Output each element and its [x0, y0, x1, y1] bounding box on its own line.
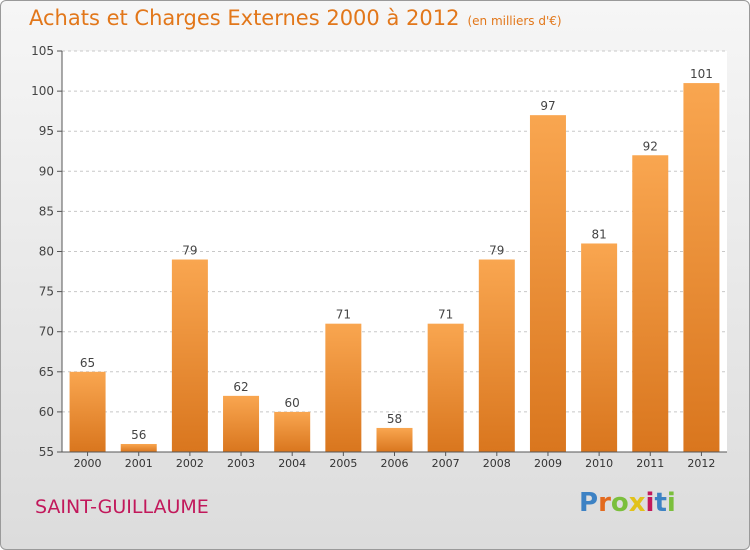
x-tick-label: 2008: [483, 457, 511, 470]
x-tick-label: 2010: [585, 457, 613, 470]
logo-letter: i: [666, 488, 676, 518]
logo-letter: P: [579, 488, 599, 518]
data-label: 62: [233, 380, 248, 394]
data-label: 101: [690, 67, 713, 81]
x-tick-label: 2001: [125, 457, 153, 470]
data-label: 65: [80, 356, 95, 370]
bar-2007: [427, 323, 464, 452]
y-tick-label: 60: [39, 405, 54, 419]
x-tick-label: 2002: [176, 457, 204, 470]
y-axis: 55 60 65 70 75 80 85 90 95 100 105: [31, 44, 63, 459]
x-tick-label: 2003: [227, 457, 255, 470]
bar-2008: [478, 259, 515, 452]
bar-2012: [683, 83, 720, 452]
bar-2000: [69, 371, 106, 452]
y-tick-label: 75: [39, 285, 54, 299]
y-tick-label: 90: [39, 164, 54, 178]
proxiti-logo: Proxiti: [579, 488, 676, 518]
x-tick-label: 2004: [278, 457, 306, 470]
bar-2009: [529, 115, 566, 452]
x-tick-label: 2005: [329, 457, 357, 470]
data-label: 60: [285, 396, 300, 410]
bar-2002: [171, 259, 208, 452]
data-label: 81: [591, 227, 606, 241]
y-tick-label: 100: [31, 84, 54, 98]
y-tick-label: 95: [39, 124, 54, 138]
chart-subtitle: (en milliers d'€): [467, 14, 562, 28]
data-label: 58: [387, 412, 402, 426]
logo-letter: o: [610, 488, 629, 518]
x-tick-label: 2012: [687, 457, 715, 470]
bar-2010: [581, 243, 618, 452]
data-label: 79: [489, 244, 504, 258]
y-tick-label: 70: [39, 325, 54, 339]
chart-title: Achats et Charges Externes 2000 à 2012 (e…: [29, 6, 562, 30]
data-label: 79: [182, 244, 197, 258]
x-tick-label: 2006: [381, 457, 409, 470]
logo-letter: x: [628, 488, 646, 518]
bar-2001: [120, 443, 157, 452]
data-label: 97: [540, 99, 555, 113]
bar-2004: [274, 411, 311, 452]
y-tick-label: 55: [39, 445, 54, 459]
y-tick-label: 85: [39, 204, 54, 218]
bar-2006: [376, 427, 413, 452]
bars: 65 56 79 62 60 71 58 71 79 97 81 92 101: [69, 67, 720, 452]
y-tick-label: 65: [39, 365, 54, 379]
logo-letter: t: [654, 488, 667, 518]
town-name: SAINT-GUILLAUME: [35, 496, 209, 518]
data-label: 71: [336, 308, 351, 322]
y-tick-label: 105: [31, 44, 54, 58]
x-tick-label: 2007: [432, 457, 460, 470]
bar-2003: [223, 395, 260, 452]
x-axis: 2000 2001 2002 2003 2004 2005 2006 2007 2008 2009…: [62, 451, 727, 470]
x-tick-label: 2000: [74, 457, 102, 470]
logo-letter: i: [645, 488, 655, 518]
data-label: 71: [438, 308, 453, 322]
x-tick-label: 2011: [636, 457, 664, 470]
bar-2011: [632, 155, 669, 452]
y-tick-label: 80: [39, 245, 54, 259]
data-label: 56: [131, 428, 146, 442]
bar-2005: [325, 323, 362, 452]
data-label: 92: [643, 139, 658, 153]
x-tick-label: 2009: [534, 457, 562, 470]
logo-letter: r: [598, 488, 611, 518]
